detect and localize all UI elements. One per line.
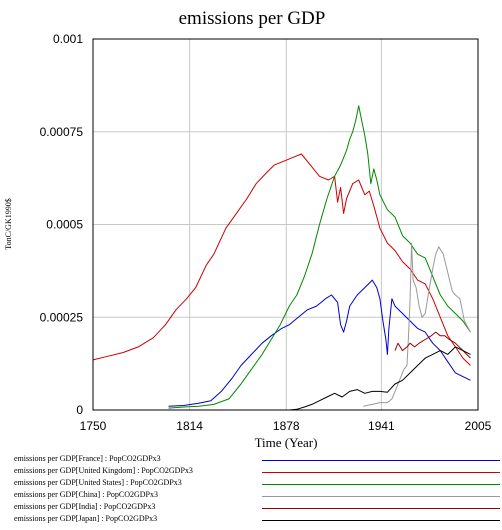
legend-label: emissions per GDP[France] : PopCO2GDPx3 [14, 454, 161, 463]
series-line-2 [168, 105, 471, 409]
x-tick-label: 1814 [176, 419, 203, 433]
series-line-5 [289, 346, 471, 411]
x-axis-label: Time (Year) [255, 435, 318, 450]
legend-label: emissions per GDP[China] : PopCO2GDPx3 [14, 490, 159, 499]
x-tick-label: 2005 [465, 419, 492, 433]
x-tick-label: 1941 [368, 419, 395, 433]
series-line-4 [394, 331, 471, 359]
legend-entry: emissions per GDP[India] : PopCO2GDPx3 [14, 502, 500, 514]
legend-swatch [262, 472, 500, 473]
series-lines [92, 105, 471, 411]
y-tick-label: 0.0005 [46, 218, 83, 232]
legend-swatch [262, 484, 500, 485]
chart-legend: emissions per GDP[France] : PopCO2GDPx3 e… [14, 454, 500, 526]
legend-label: emissions per GDP[United Kingdom] : PopC… [14, 466, 193, 475]
plot-area-frame [92, 38, 479, 411]
legend-entry: emissions per GDP[United Kingdom] : PopC… [14, 466, 500, 478]
legend-swatch [262, 460, 500, 461]
legend-swatch [262, 496, 500, 497]
legend-entry: emissions per GDP[Japan] : PopCO2GDPx3 [14, 514, 500, 526]
series-line-0 [168, 279, 471, 407]
x-tick-label: 1750 [80, 419, 107, 433]
legend-entry: emissions per GDP[China] : PopCO2GDPx3 [14, 490, 500, 502]
x-tick-label: 1878 [273, 419, 300, 433]
line-chart: emissions per GDP 00.000250.00050.000750… [4, 8, 492, 450]
legend-entry: emissions per GDP[United States] : PopCO… [14, 478, 500, 490]
legend-label: emissions per GDP[India] : PopCO2GDPx3 [14, 502, 156, 511]
y-tick-label: 0.00025 [40, 310, 84, 324]
legend-entry: emissions per GDP[France] : PopCO2GDPx3 [14, 454, 500, 466]
y-axis-ticks: 0 0.00025 0.0005 0.00075 0.001 [40, 32, 84, 417]
legend-label: emissions per GDP[Japan] : PopCO2GDPx3 [14, 514, 158, 523]
y-tick-label: 0 [76, 403, 83, 417]
chart-title: emissions per GDP [179, 8, 326, 29]
y-tick-label: 0.00075 [40, 125, 84, 139]
series-line-1 [92, 153, 471, 366]
x-axis-ticks: 1750 1814 1878 1941 2005 [80, 419, 492, 433]
y-axis-label: TonC/GK1990$ [4, 198, 13, 249]
grid-lines [92, 38, 479, 411]
series-line-3 [363, 242, 471, 407]
legend-label: emissions per GDP[United States] : PopCO… [14, 478, 182, 487]
legend-swatch [262, 508, 500, 509]
y-tick-label: 0.001 [53, 32, 83, 46]
legend-swatch [262, 520, 500, 521]
